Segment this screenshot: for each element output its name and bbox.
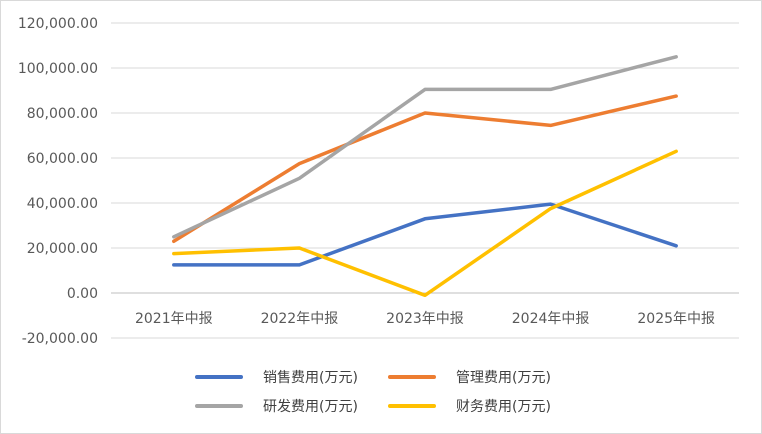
series-line-2 [172, 94, 678, 244]
x-tick-label: 2025年中报 [637, 311, 715, 327]
legend-label: 财务费用(万元) [456, 399, 551, 415]
y-tick-label: -20,000.00 [22, 331, 98, 347]
legend-label: 管理费用(万元) [456, 370, 551, 386]
y-tick-label: 20,000.00 [27, 241, 98, 257]
gridlines [111, 22, 739, 339]
legend-label: 研发费用(万元) [263, 399, 358, 415]
series-line-3 [172, 55, 678, 239]
y-tick-label: 100,000.00 [18, 61, 98, 77]
x-tick-label: 2021年中报 [135, 311, 213, 327]
y-tick-label: 120,000.00 [18, 16, 98, 32]
x-axis-ticks: 2021年中报 2022年中报 2023年中报 2024年中报 2025年中报 [135, 311, 715, 327]
y-tick-label: 40,000.00 [27, 196, 98, 212]
y-tick-label: 60,000.00 [27, 151, 98, 167]
y-axis-ticks: -20,000.00 0.00 20,000.00 40,000.00 60,000.0… [18, 16, 98, 347]
x-tick-label: 2022年中报 [261, 311, 339, 327]
x-tick-label: 2023年中报 [386, 311, 464, 327]
y-tick-label: 0.00 [67, 286, 98, 302]
series-lines [172, 55, 678, 298]
series-line-1 [172, 202, 678, 267]
series-line-4 [172, 149, 678, 298]
y-tick-label: 80,000.00 [27, 106, 98, 122]
legend: 销售费用(万元) 管理费用(万元) 研发费用(万元) 财务费用(万元) [195, 370, 551, 415]
legend-label: 销售费用(万元) [263, 370, 358, 386]
x-tick-label: 2024年中报 [512, 311, 590, 327]
